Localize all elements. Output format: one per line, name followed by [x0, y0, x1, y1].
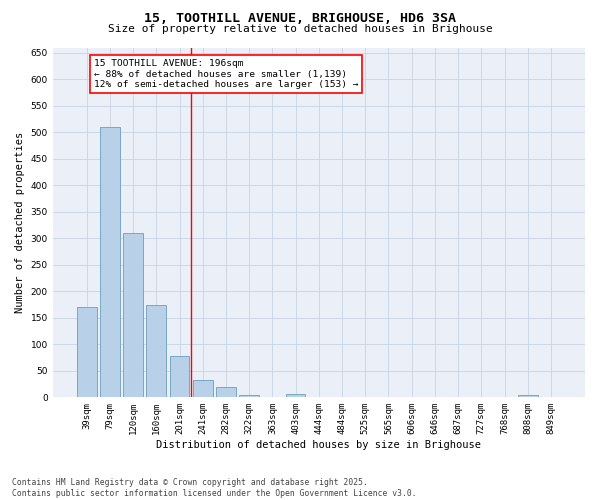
Bar: [123, 233, 143, 398]
X-axis label: Distribution of detached houses by size in Brighouse: Distribution of detached houses by size …: [157, 440, 481, 450]
Bar: [518, 394, 538, 398]
Text: 15 TOOTHILL AVENUE: 196sqm
← 88% of detached houses are smaller (1,139)
12% of s: 15 TOOTHILL AVENUE: 196sqm ← 88% of deta…: [94, 59, 358, 89]
Bar: [146, 304, 166, 398]
Bar: [100, 127, 120, 398]
Y-axis label: Number of detached properties: Number of detached properties: [15, 132, 25, 313]
Bar: [193, 380, 212, 398]
Text: Contains HM Land Registry data © Crown copyright and database right 2025.
Contai: Contains HM Land Registry data © Crown c…: [12, 478, 416, 498]
Bar: [286, 394, 305, 398]
Text: Size of property relative to detached houses in Brighouse: Size of property relative to detached ho…: [107, 24, 493, 34]
Bar: [77, 307, 97, 398]
Bar: [216, 386, 236, 398]
Text: 15, TOOTHILL AVENUE, BRIGHOUSE, HD6 3SA: 15, TOOTHILL AVENUE, BRIGHOUSE, HD6 3SA: [144, 12, 456, 26]
Bar: [170, 356, 190, 398]
Bar: [239, 394, 259, 398]
